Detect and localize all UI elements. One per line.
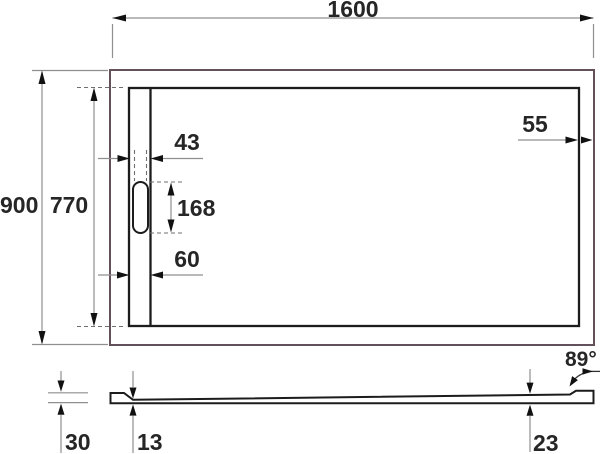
dim-inner-depth	[90, 87, 98, 327]
tray-outer-outline	[109, 69, 595, 346]
arrow-up-icon	[90, 87, 98, 101]
dim-label-slot-length: 168	[177, 195, 216, 221]
arrow-arc-lower-icon	[569, 376, 578, 387]
dim-label-channel-offset: 60	[174, 246, 200, 272]
arrow-down-icon	[90, 313, 98, 327]
dim-channel-depth	[48, 371, 88, 453]
top-view	[77, 69, 595, 346]
dim-label-channel-depth: 30	[65, 429, 91, 454]
dim-tray-thickness	[129, 371, 137, 453]
dim-edge-angle	[569, 368, 600, 387]
drain-slot	[132, 181, 149, 234]
arrow-down-icon	[526, 382, 534, 394]
arrow-right-outer-icon	[581, 136, 593, 144]
arrow-up-icon	[526, 404, 534, 416]
dim-label-edge-thickness: 23	[533, 430, 559, 454]
dim-slot-length	[167, 182, 175, 233]
dim-label-inner-depth: 770	[49, 192, 89, 218]
arrow-right-icon	[580, 14, 594, 22]
arrow-up-icon	[129, 404, 137, 416]
arrow-up-icon	[38, 70, 46, 84]
arrow-right-icon	[117, 155, 130, 162]
arrow-down-icon	[167, 219, 175, 233]
dim-channel-offset	[98, 271, 203, 279]
arrow-down-icon	[129, 387, 137, 399]
dim-label-overall-width: 1600	[327, 0, 379, 22]
extension-lines	[32, 69, 108, 346]
inner-depth-extension-dashes	[77, 86, 126, 328]
dim-overall-width	[111, 14, 595, 58]
dim-edge-thickness	[526, 369, 534, 452]
dim-label-edge-angle: 89°	[565, 348, 597, 371]
dim-overall-depth	[32, 69, 108, 346]
extension-lines	[48, 392, 88, 404]
arrow-left-icon	[150, 155, 163, 162]
slot-projection-dashes	[133, 150, 148, 181]
arrow-up-icon	[167, 182, 175, 196]
tray-side-profile	[109, 389, 595, 405]
arrow-left-icon	[150, 271, 163, 279]
dim-label-edge-inset: 55	[522, 111, 548, 137]
arrow-left-icon	[112, 14, 126, 22]
extension-lines	[111, 24, 595, 58]
arrow-right-icon	[117, 271, 130, 279]
arrow-up-icon	[57, 403, 65, 415]
dim-label-tray-thickness: 13	[137, 429, 163, 454]
dim-channel-width	[98, 155, 203, 162]
side-view	[109, 389, 595, 405]
tray-inner-outline	[127, 86, 581, 328]
arrow-down-icon	[57, 380, 65, 392]
arrow-down-icon	[38, 331, 46, 345]
dim-edge-inset	[518, 136, 593, 144]
slot-length-extension-dashes	[150, 181, 184, 234]
arrow-right-icon	[565, 136, 578, 144]
dim-label-overall-depth: 900	[0, 192, 39, 218]
arrow-arc-upper-icon	[582, 368, 593, 375]
dim-label-channel-width: 43	[174, 129, 200, 155]
